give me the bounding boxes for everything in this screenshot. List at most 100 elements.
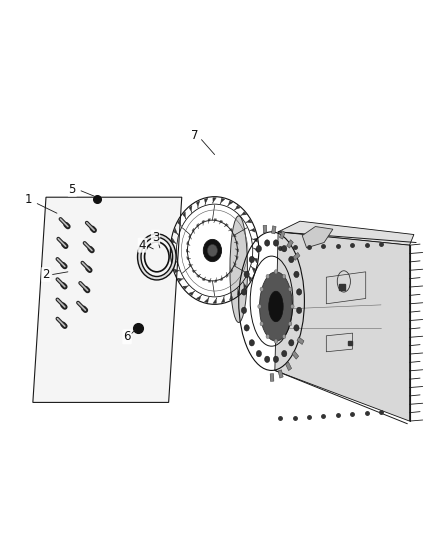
Polygon shape [234, 241, 238, 245]
Polygon shape [220, 276, 223, 281]
Polygon shape [202, 220, 205, 225]
Circle shape [282, 246, 287, 252]
Ellipse shape [259, 272, 293, 341]
Polygon shape [205, 297, 209, 303]
Bar [293, 253, 300, 260]
Polygon shape [221, 296, 225, 303]
Polygon shape [172, 238, 176, 244]
Polygon shape [227, 201, 233, 206]
Polygon shape [254, 248, 258, 253]
Polygon shape [196, 223, 198, 229]
Polygon shape [230, 293, 233, 300]
Bar [263, 225, 267, 233]
Circle shape [273, 240, 279, 246]
Polygon shape [183, 285, 189, 289]
Polygon shape [230, 268, 233, 273]
Polygon shape [232, 234, 236, 237]
Circle shape [244, 325, 249, 331]
Circle shape [283, 334, 286, 338]
Circle shape [256, 350, 261, 357]
Polygon shape [233, 262, 236, 267]
Polygon shape [189, 234, 192, 239]
Circle shape [249, 256, 254, 263]
Polygon shape [189, 264, 193, 267]
Circle shape [265, 356, 270, 362]
Bar [286, 362, 292, 370]
Circle shape [241, 289, 247, 295]
Circle shape [274, 270, 278, 274]
Polygon shape [252, 238, 258, 243]
Circle shape [291, 304, 294, 309]
Polygon shape [196, 274, 201, 278]
Polygon shape [219, 220, 223, 224]
Text: 6: 6 [123, 330, 131, 343]
Text: 7: 7 [191, 130, 199, 142]
Polygon shape [213, 298, 217, 303]
Circle shape [244, 271, 249, 278]
Circle shape [294, 271, 299, 278]
Polygon shape [251, 266, 255, 273]
Polygon shape [237, 288, 240, 295]
Polygon shape [178, 220, 181, 227]
Circle shape [208, 245, 217, 256]
Circle shape [289, 256, 294, 263]
Polygon shape [205, 198, 208, 205]
Polygon shape [302, 227, 333, 248]
Polygon shape [174, 228, 178, 235]
Polygon shape [187, 256, 191, 260]
Polygon shape [196, 201, 200, 208]
Polygon shape [189, 206, 192, 213]
Polygon shape [187, 241, 190, 246]
Text: 5: 5 [69, 183, 76, 196]
Circle shape [282, 350, 287, 357]
Bar [270, 374, 274, 381]
Polygon shape [183, 212, 186, 219]
Bar [279, 231, 285, 239]
Circle shape [274, 339, 278, 343]
Polygon shape [178, 278, 184, 281]
Polygon shape [192, 270, 197, 273]
Polygon shape [33, 197, 182, 402]
Text: 1: 1 [25, 193, 32, 206]
Polygon shape [212, 198, 216, 203]
Polygon shape [224, 223, 229, 227]
Circle shape [266, 334, 269, 338]
Bar [292, 351, 299, 359]
Bar [272, 226, 276, 234]
Circle shape [265, 240, 270, 246]
Polygon shape [202, 277, 206, 281]
Circle shape [273, 356, 279, 362]
Ellipse shape [230, 216, 247, 322]
Polygon shape [240, 212, 247, 216]
Circle shape [249, 340, 254, 346]
Polygon shape [208, 219, 211, 223]
Circle shape [294, 325, 299, 331]
Circle shape [266, 274, 269, 279]
Text: 4: 4 [138, 239, 146, 252]
Polygon shape [174, 269, 180, 273]
Circle shape [260, 287, 264, 292]
Polygon shape [186, 249, 190, 253]
Circle shape [288, 287, 292, 292]
Polygon shape [246, 220, 251, 223]
Polygon shape [250, 228, 255, 232]
Polygon shape [171, 248, 176, 253]
Polygon shape [196, 295, 202, 300]
Polygon shape [275, 232, 410, 421]
Circle shape [241, 307, 247, 313]
Polygon shape [214, 219, 217, 223]
Polygon shape [235, 248, 239, 252]
Circle shape [260, 321, 264, 326]
Circle shape [203, 239, 222, 262]
Circle shape [256, 246, 261, 252]
Polygon shape [228, 228, 233, 231]
Circle shape [289, 340, 294, 346]
Bar [287, 240, 293, 248]
Polygon shape [208, 278, 211, 282]
Polygon shape [172, 259, 177, 263]
Circle shape [288, 322, 292, 326]
Circle shape [283, 274, 286, 279]
Polygon shape [278, 221, 414, 245]
Circle shape [297, 307, 302, 313]
Text: 2: 2 [42, 268, 50, 281]
